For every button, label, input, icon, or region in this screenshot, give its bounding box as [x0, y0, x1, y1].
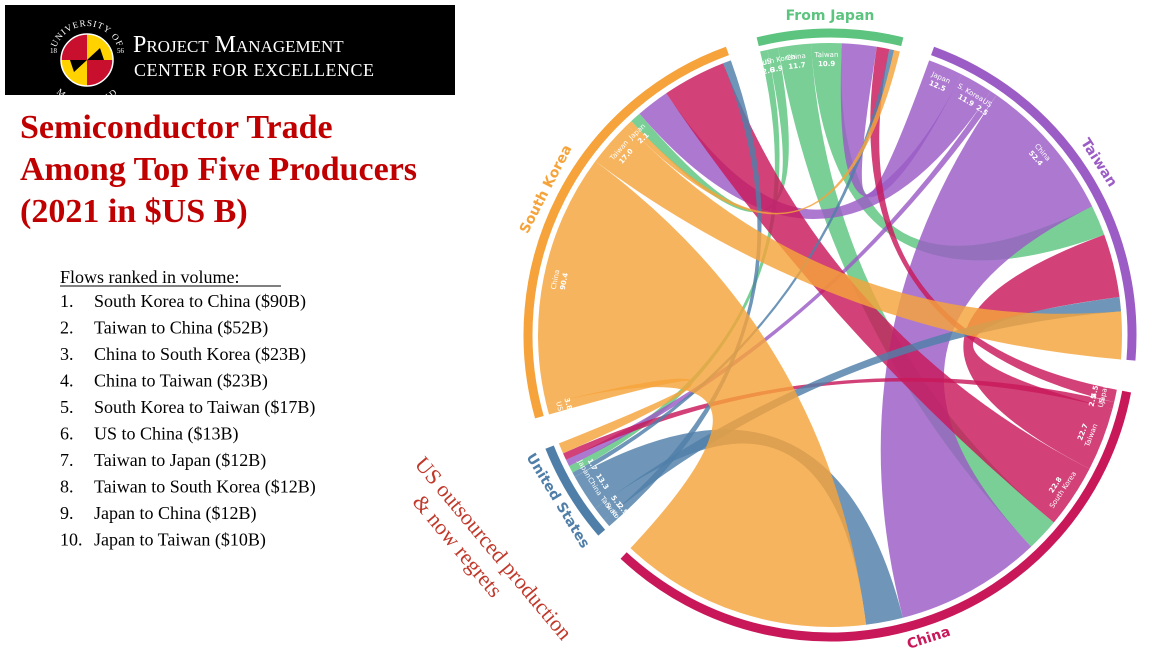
list-number: 6.: [60, 424, 74, 444]
title-line: (2021 in $US B): [20, 193, 248, 230]
list-item: Taiwan to Japan ($12B): [94, 450, 266, 471]
list-number: 7.: [60, 450, 74, 470]
flow-list: Flows ranked in volume: 1. South Korea to …: [60, 267, 316, 551]
flow-value: 90.4: [559, 272, 570, 291]
list-number: 8.: [60, 477, 74, 497]
group-arc: [620, 390, 1132, 642]
list-number: 10.: [60, 530, 83, 550]
list-item: Taiwan to South Korea ($12B): [94, 477, 316, 498]
flow-label: Taiwan: [814, 51, 839, 59]
group-arc: [545, 445, 606, 536]
logo-year: 56: [117, 47, 125, 55]
list-item: South Korea to China ($90B): [94, 291, 306, 312]
list-item: China to Taiwan ($23B): [94, 371, 268, 392]
ribbon: [546, 378, 693, 454]
flow-label: China: [785, 52, 806, 62]
list-item: US to China ($13B): [94, 424, 239, 445]
logo-line1: Project Management: [133, 32, 344, 58]
group-arc: [756, 28, 904, 47]
ribbon: [810, 42, 1105, 261]
list-number: 5.: [60, 397, 74, 417]
list-number: 4.: [60, 371, 74, 391]
logo-line2: CENTER FOR EXCELLENCE: [134, 60, 375, 80]
ribbon: [538, 161, 866, 628]
flow-label: US: [1097, 397, 1107, 409]
ribbon: [963, 234, 1120, 469]
logo-emblem: [60, 33, 114, 87]
flow-label: US: [554, 401, 564, 413]
ribbon: [666, 63, 1090, 523]
flow-value: 3.8: [562, 397, 573, 411]
ribbon: [631, 47, 789, 213]
ribbon: [595, 125, 1122, 360]
title-line: Among Top Five Producers: [20, 151, 417, 188]
flow-value: 11.7: [788, 61, 806, 71]
flow-value: 4.5: [1090, 385, 1100, 399]
list-item: Taiwan to China ($52B): [94, 318, 268, 339]
list-item: South Korea to Taiwan ($17B): [94, 397, 315, 418]
title: Semiconductor Trade Among Top Five Produc…: [20, 109, 417, 230]
list-number: 1.: [60, 291, 74, 311]
list-number: 9.: [60, 503, 74, 523]
ribbon: [840, 43, 962, 198]
flow-value: 3.9: [770, 64, 784, 74]
ribbon: [880, 95, 1093, 618]
ribbon: [639, 74, 991, 220]
group-arc: [523, 46, 729, 419]
ribbon: [778, 43, 1054, 547]
flow-value: 10.9: [818, 60, 835, 68]
list-item: Japan to China ($12B): [94, 503, 256, 524]
title-line: Semiconductor Trade: [20, 109, 333, 146]
list-heading: Flows ranked in volume:: [60, 267, 239, 287]
list-number: 3.: [60, 344, 74, 364]
logo-year: 18: [50, 47, 58, 55]
flow-value: 2.5: [1088, 393, 1099, 407]
group-arc: [931, 46, 1137, 361]
flow-label: China: [550, 269, 562, 290]
flow-label: US: [761, 57, 773, 67]
group-label: From Japan: [786, 8, 875, 24]
list-item: Japan to Taiwan ($10B): [94, 530, 266, 551]
flow-value: 2.6: [761, 66, 775, 77]
list-item: China to South Korea ($23B): [94, 344, 306, 365]
list-number: 2.: [60, 318, 74, 338]
